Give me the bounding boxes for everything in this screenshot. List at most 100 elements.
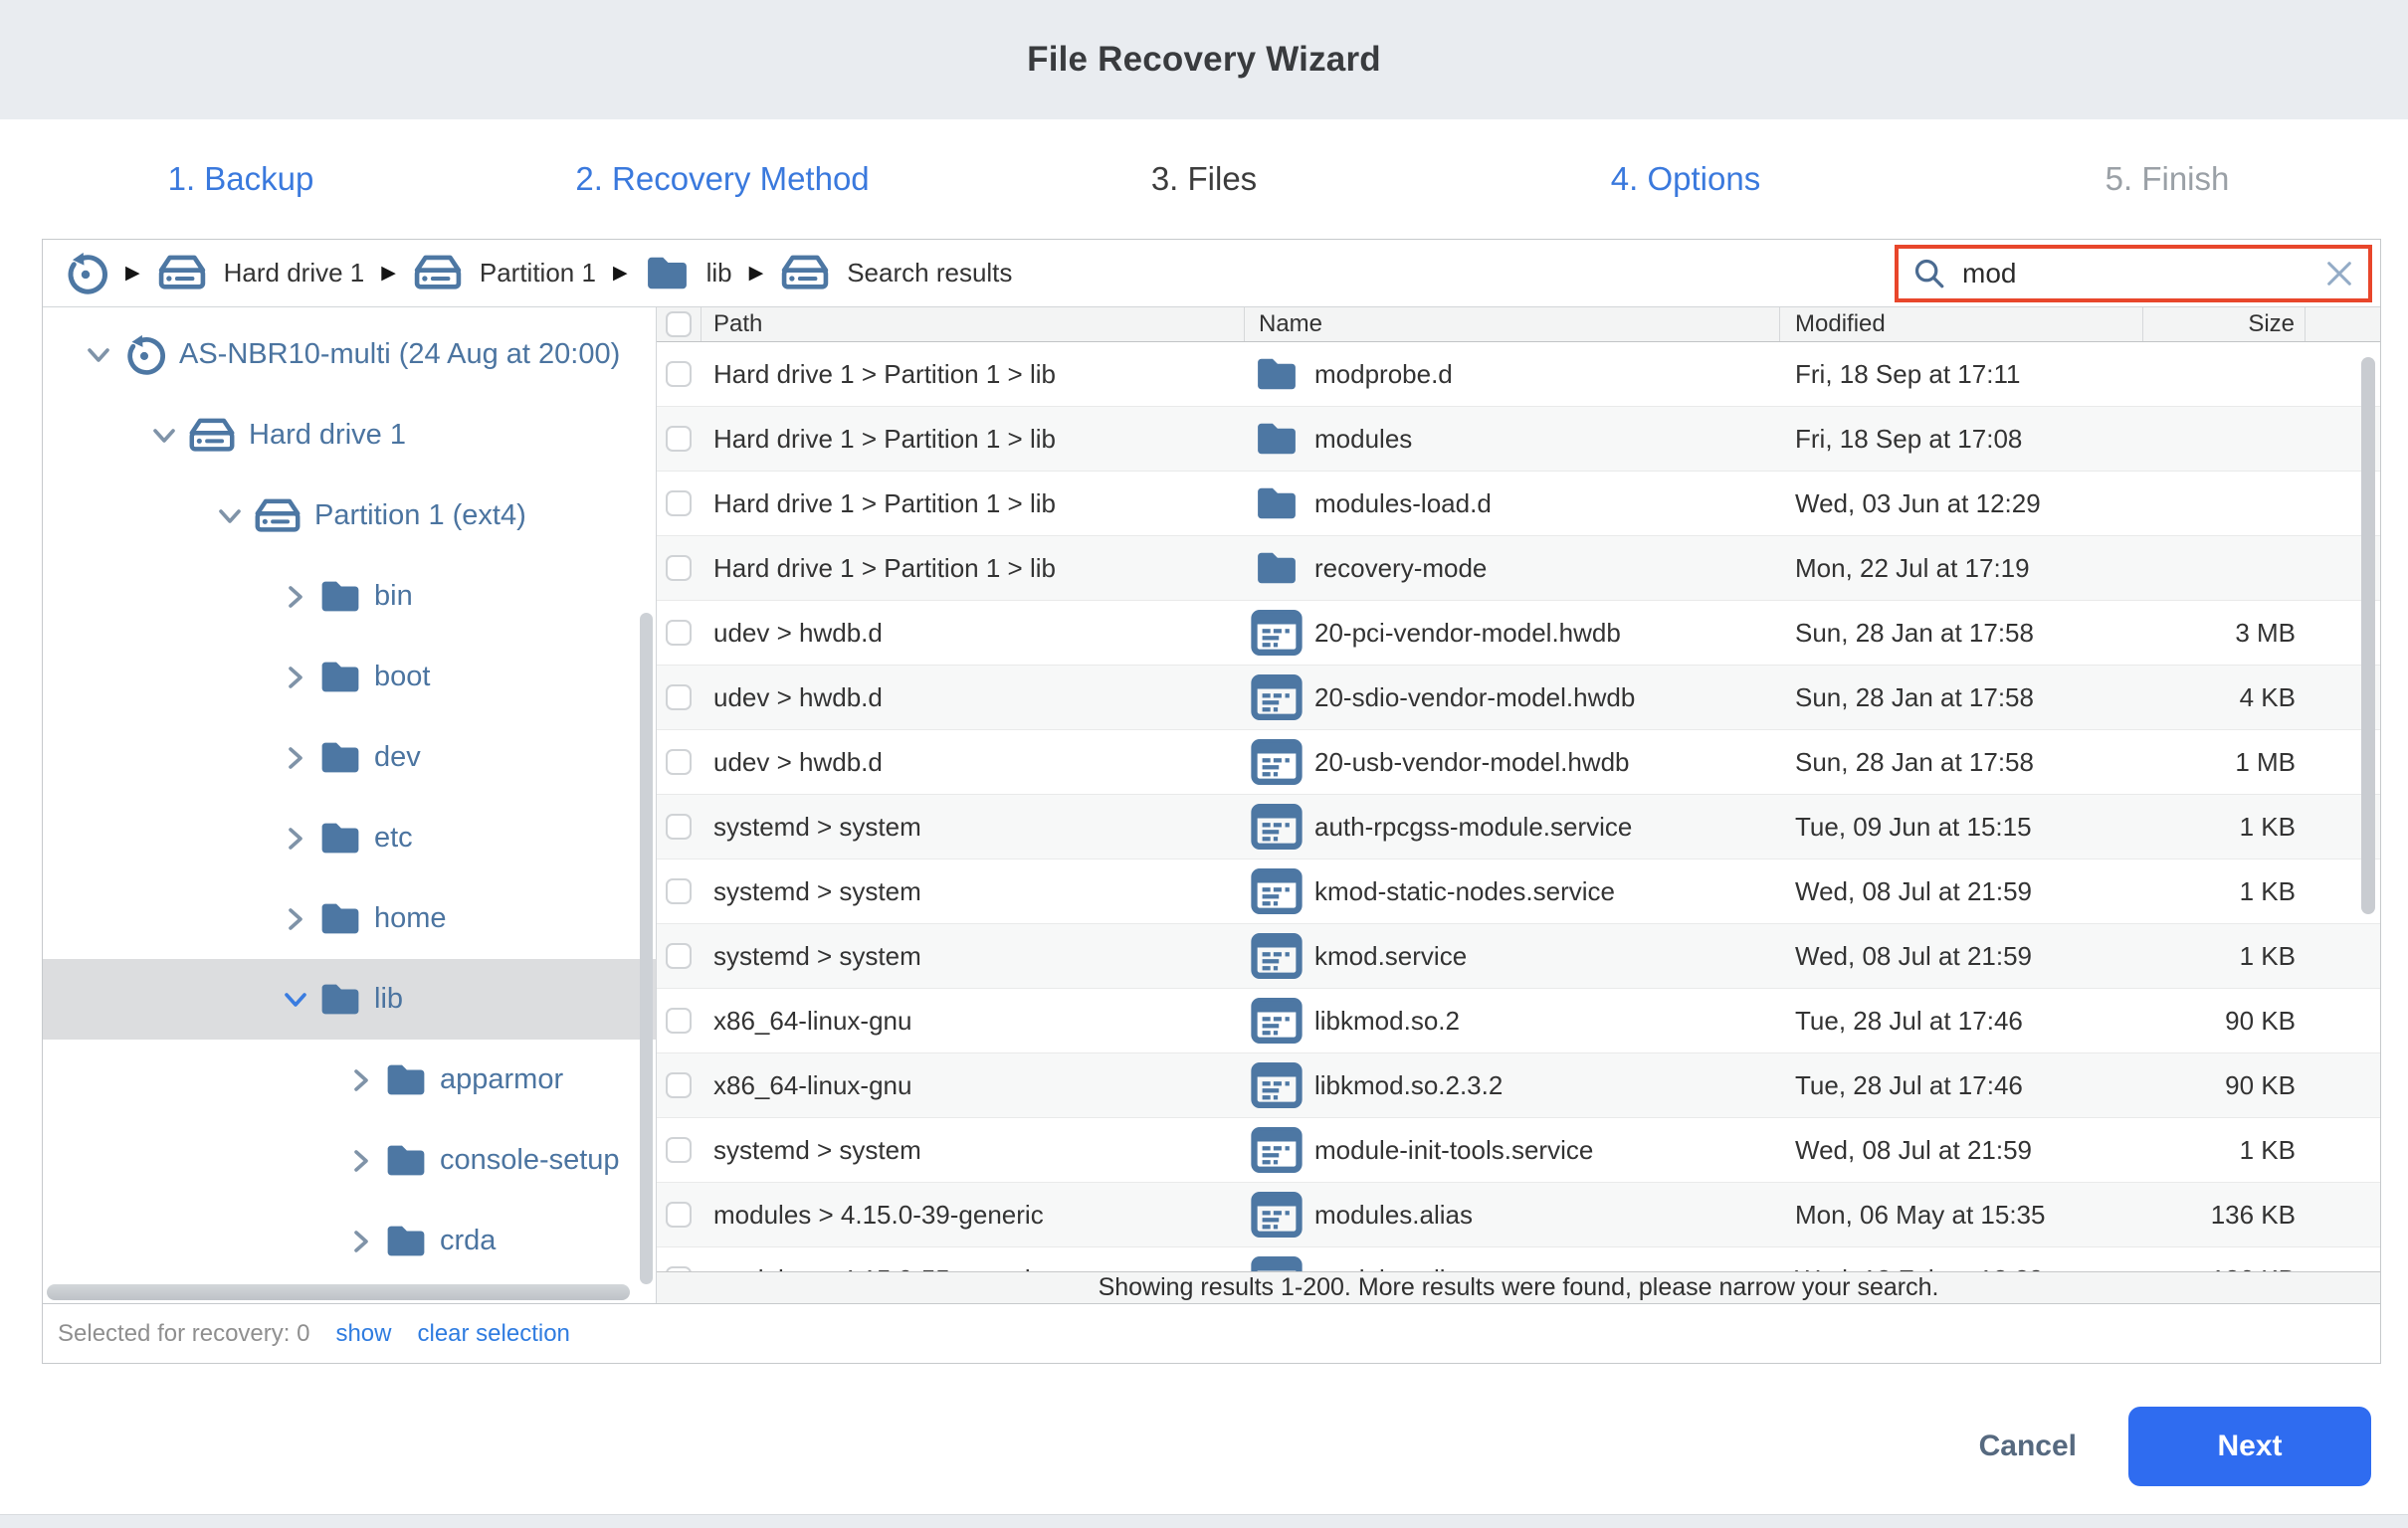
cell-modified: Sun, 28 Jan at 17:58 [1795, 746, 2034, 777]
table-row[interactable]: x86_64-linux-gnu libkmod.so.2.3.2 Tue, 28 … [657, 1053, 2380, 1118]
row-checkbox[interactable] [666, 1137, 692, 1163]
tree-item-backup[interactable]: AS-NBR10-multi (24 Aug at 20:00) [43, 314, 656, 395]
tree-horizontal-scrollbar[interactable] [47, 1284, 630, 1300]
tree-item-partition-1[interactable]: Partition 1 (ext4) [43, 476, 656, 556]
step-backup[interactable]: 1. Backup [167, 160, 314, 197]
table-row[interactable]: Hard drive 1 > Partition 1 > lib recovery… [657, 536, 2380, 601]
column-header-name[interactable]: Name [1245, 307, 1780, 341]
cell-path: Hard drive 1 > Partition 1 > lib [713, 423, 1056, 454]
file-icon [1245, 606, 1308, 660]
cell-path: udev > hwdb.d [713, 746, 883, 777]
tree-item-lib[interactable]: lib [43, 959, 656, 1040]
cell-path: x86_64-linux-gnu [713, 1069, 912, 1100]
chevron-right-icon[interactable] [343, 1149, 379, 1173]
tree-item-crda[interactable]: crda [43, 1201, 656, 1281]
show-link[interactable]: show [335, 1319, 392, 1347]
chevron-down-icon[interactable] [81, 343, 116, 367]
table-row[interactable]: Hard drive 1 > Partition 1 > lib modules-… [657, 472, 2380, 536]
column-header-size[interactable]: Size [2143, 307, 2306, 341]
cell-size [2143, 342, 2306, 406]
row-checkbox[interactable] [666, 361, 692, 387]
chevron-right-icon[interactable] [343, 1230, 379, 1253]
cell-name: modules.alias [1245, 1183, 1780, 1246]
row-checkbox[interactable] [666, 490, 692, 516]
table-vertical-scrollbar[interactable] [2361, 357, 2375, 914]
breadcrumb-hard-drive-1[interactable]: Hard drive 1 [157, 254, 364, 292]
chevron-down-icon[interactable] [146, 424, 182, 448]
recovery-point-icon [122, 333, 166, 377]
chevron-down-icon[interactable] [212, 504, 248, 528]
chevron-down-icon[interactable] [278, 988, 313, 1012]
page-title: File Recovery Wizard [1027, 40, 1381, 79]
table-row[interactable]: udev > hwdb.d 20-pci-vendor-model.hwdb Sun… [657, 601, 2380, 666]
select-all-checkbox[interactable] [666, 311, 692, 337]
row-checkbox[interactable] [666, 620, 692, 646]
column-header-modified[interactable]: Modified [1780, 307, 2143, 341]
row-checkbox[interactable] [666, 1008, 692, 1034]
cell-path: systemd > system [713, 940, 921, 971]
cell-size [2143, 472, 2306, 535]
chevron-right-icon[interactable] [278, 585, 313, 609]
row-checkbox[interactable] [666, 943, 692, 969]
cancel-button[interactable]: Cancel [1978, 1430, 2077, 1462]
chevron-right-icon[interactable] [278, 666, 313, 689]
row-checkbox[interactable] [666, 555, 692, 581]
table-row[interactable]: Hard drive 1 > Partition 1 > lib modules F… [657, 407, 2380, 472]
clear-selection-link[interactable]: clear selection [417, 1319, 570, 1347]
step-recovery-method[interactable]: 2. Recovery Method [575, 160, 870, 197]
wizard-steps: 1. Backup 2. Recovery Method 3. Files 4.… [0, 119, 2408, 239]
row-checkbox[interactable] [666, 684, 692, 710]
tree-item-bin[interactable]: bin [43, 556, 656, 637]
table-row[interactable]: udev > hwdb.d 20-sdio-vendor-model.hwdb Su… [657, 666, 2380, 730]
tree-item-hard-drive-1[interactable]: Hard drive 1 [43, 395, 656, 476]
step-options[interactable]: 4. Options [1610, 160, 1761, 197]
cell-path: x86_64-linux-gnu [713, 1005, 912, 1036]
cell-name: modules-load.d [1245, 472, 1780, 535]
breadcrumb-arrow-icon: ▶ [381, 263, 396, 284]
chevron-right-icon[interactable] [278, 907, 313, 931]
search-input[interactable] [1962, 258, 2324, 289]
search-box[interactable] [1895, 245, 2372, 302]
cell-name: recovery-mode [1245, 536, 1780, 600]
row-checkbox[interactable] [666, 426, 692, 452]
search-results-table: Path Name Modified Size Hard drive 1 > P… [657, 307, 2380, 1303]
tree-item-etc[interactable]: etc [43, 798, 656, 878]
cell-path: systemd > system [713, 1134, 921, 1165]
breadcrumb-lib[interactable]: lib [645, 255, 732, 291]
tree-vertical-scrollbar[interactable] [640, 613, 653, 1284]
table-row[interactable]: systemd > system kmod.service Wed, 08 Jul … [657, 924, 2380, 989]
row-checkbox[interactable] [666, 878, 692, 904]
column-header-path[interactable]: Path [702, 307, 1245, 341]
row-checkbox[interactable] [666, 1072, 692, 1098]
breadcrumb-partition-1[interactable]: Partition 1 [413, 254, 596, 292]
tree-item-apparmor[interactable]: apparmor [43, 1040, 656, 1120]
table-row[interactable]: udev > hwdb.d 20-usb-vendor-model.hwdb Sun… [657, 730, 2380, 795]
breadcrumb-search-results[interactable]: Search results [780, 254, 1012, 292]
tree-item-boot[interactable]: boot [43, 637, 656, 717]
table-row[interactable]: systemd > system module-init-tools.servic… [657, 1118, 2380, 1183]
tree-item-dev[interactable]: dev [43, 717, 656, 798]
table-row[interactable]: systemd > system kmod-static-nodes.servic… [657, 860, 2380, 924]
chevron-right-icon[interactable] [343, 1068, 379, 1092]
search-icon [1912, 257, 1946, 290]
row-checkbox[interactable] [666, 814, 692, 840]
folder-icon [319, 901, 361, 936]
cell-name: kmod-static-nodes.service [1245, 860, 1780, 923]
table-row[interactable]: x86_64-linux-gnu libkmod.so.2 Tue, 28 Jul … [657, 989, 2380, 1053]
tree-item-home[interactable]: home [43, 878, 656, 959]
folder-icon [319, 660, 361, 694]
chevron-right-icon[interactable] [278, 827, 313, 851]
folder-icon [385, 1224, 427, 1258]
row-checkbox[interactable] [666, 1202, 692, 1228]
clear-search-icon[interactable] [2324, 259, 2354, 288]
cell-modified: Mon, 22 Jul at 17:19 [1795, 552, 2030, 583]
chevron-right-icon[interactable] [278, 746, 313, 770]
next-button[interactable]: Next [2128, 1407, 2371, 1486]
row-checkbox[interactable] [666, 749, 692, 775]
table-row[interactable]: systemd > system auth-rpcgss-module.servi… [657, 795, 2380, 860]
drive-icon [254, 497, 301, 535]
table-row[interactable]: Hard drive 1 > Partition 1 > lib modprobe… [657, 342, 2380, 407]
table-row[interactable]: modules > 4.15.0-39-generic modules.alias… [657, 1183, 2380, 1247]
tree-item-console-setup[interactable]: console-setup [43, 1120, 656, 1201]
recovery-point-icon[interactable] [63, 251, 108, 296]
